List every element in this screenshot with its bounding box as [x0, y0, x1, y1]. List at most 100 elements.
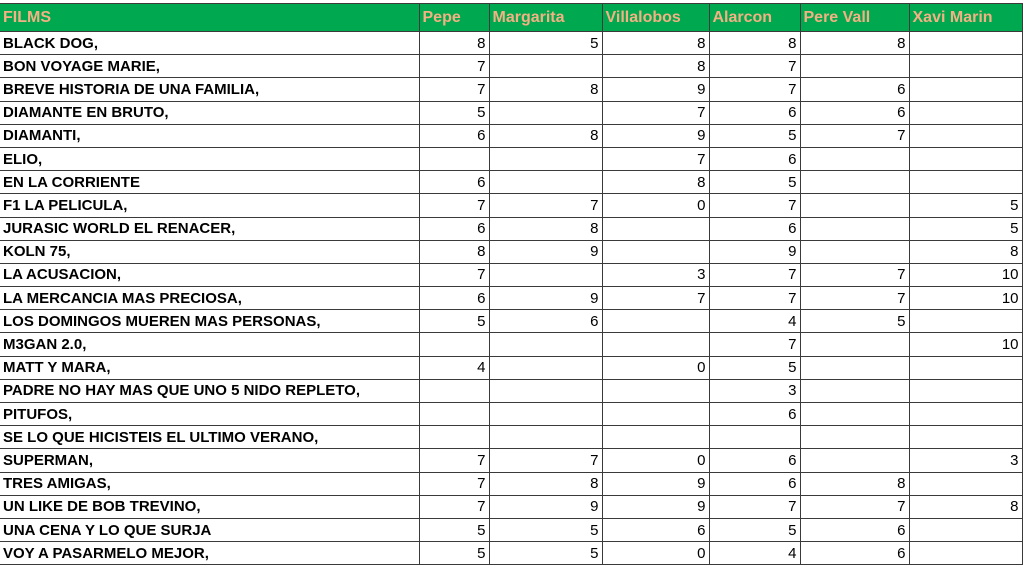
- score-cell[interactable]: [908, 170, 1023, 195]
- score-cell[interactable]: [418, 425, 490, 450]
- score-cell[interactable]: 4: [418, 355, 490, 380]
- score-cell[interactable]: 8: [488, 77, 603, 102]
- score-cell[interactable]: [799, 193, 910, 218]
- score-cell[interactable]: 10: [908, 262, 1023, 288]
- score-cell[interactable]: [488, 332, 603, 357]
- score-cell[interactable]: 6: [418, 170, 490, 195]
- score-cell[interactable]: 8: [418, 30, 490, 56]
- score-cell[interactable]: [908, 471, 1023, 496]
- score-cell[interactable]: [488, 425, 603, 450]
- film-title-cell[interactable]: F1 LA PELICULA,: [0, 193, 420, 218]
- score-cell[interactable]: [488, 146, 603, 172]
- score-cell[interactable]: 8: [708, 30, 801, 56]
- score-cell[interactable]: 9: [708, 239, 801, 264]
- film-title-cell[interactable]: M3GAN 2.0,: [0, 332, 420, 357]
- score-cell[interactable]: 6: [708, 216, 801, 241]
- header-alarcon[interactable]: Alarcon: [708, 3, 801, 32]
- score-cell[interactable]: 9: [601, 123, 710, 148]
- score-cell[interactable]: [908, 123, 1023, 148]
- score-cell[interactable]: 9: [488, 286, 603, 311]
- score-cell[interactable]: [488, 100, 603, 125]
- score-cell[interactable]: 5: [488, 30, 603, 56]
- score-cell[interactable]: 8: [418, 239, 490, 264]
- film-title-cell[interactable]: JURASIC WORLD EL RENACER,: [0, 216, 420, 241]
- score-cell[interactable]: [488, 262, 603, 288]
- score-cell[interactable]: [908, 77, 1023, 102]
- score-cell[interactable]: 6: [708, 471, 801, 496]
- score-cell[interactable]: 5: [708, 517, 801, 543]
- film-title-cell[interactable]: BLACK DOG,: [0, 30, 420, 56]
- score-cell[interactable]: 8: [908, 494, 1023, 519]
- score-cell[interactable]: [799, 54, 910, 79]
- score-cell[interactable]: 6: [488, 309, 603, 334]
- score-cell[interactable]: 7: [708, 332, 801, 357]
- score-cell[interactable]: 7: [418, 193, 490, 218]
- score-cell[interactable]: [488, 378, 603, 404]
- film-title-cell[interactable]: DIAMANTE EN BRUTO,: [0, 100, 420, 125]
- film-title-cell[interactable]: SUPERMAN,: [0, 448, 420, 473]
- header-margarita[interactable]: Margarita: [488, 3, 603, 32]
- score-cell[interactable]: 6: [708, 448, 801, 473]
- score-cell[interactable]: 5: [418, 541, 490, 566]
- score-cell[interactable]: 5: [908, 216, 1023, 241]
- score-cell[interactable]: 5: [908, 193, 1023, 218]
- header-pere-vall[interactable]: Pere Vall: [799, 3, 910, 32]
- score-cell[interactable]: [488, 355, 603, 380]
- score-cell[interactable]: 6: [799, 100, 910, 125]
- score-cell[interactable]: 6: [418, 216, 490, 241]
- score-cell[interactable]: [908, 541, 1023, 566]
- film-title-cell[interactable]: EN LA CORRIENTE: [0, 170, 420, 195]
- score-cell[interactable]: 5: [708, 170, 801, 195]
- score-cell[interactable]: [799, 425, 910, 450]
- film-title-cell[interactable]: SE LO QUE HICISTEIS EL ULTIMO VERANO,: [0, 425, 420, 450]
- score-cell[interactable]: 0: [601, 448, 710, 473]
- score-cell[interactable]: [601, 309, 710, 334]
- score-cell[interactable]: [799, 216, 910, 241]
- score-cell[interactable]: 7: [488, 448, 603, 473]
- score-cell[interactable]: 8: [908, 239, 1023, 264]
- film-title-cell[interactable]: LOS DOMINGOS MUEREN MAS PERSONAS,: [0, 309, 420, 334]
- film-title-cell[interactable]: KOLN 75,: [0, 239, 420, 264]
- score-cell[interactable]: 4: [708, 541, 801, 566]
- score-cell[interactable]: [908, 378, 1023, 404]
- score-cell[interactable]: [908, 146, 1023, 172]
- header-pepe[interactable]: Pepe: [418, 3, 490, 32]
- score-cell[interactable]: 8: [488, 216, 603, 241]
- score-cell[interactable]: [908, 54, 1023, 79]
- header-villalobos[interactable]: Villalobos: [601, 3, 710, 32]
- score-cell[interactable]: 7: [708, 494, 801, 519]
- score-cell[interactable]: 7: [708, 262, 801, 288]
- score-cell[interactable]: 8: [601, 54, 710, 79]
- score-cell[interactable]: 7: [708, 54, 801, 79]
- score-cell[interactable]: 5: [418, 517, 490, 543]
- score-cell[interactable]: 7: [418, 494, 490, 519]
- score-cell[interactable]: [708, 425, 801, 450]
- score-cell[interactable]: 8: [488, 471, 603, 496]
- score-cell[interactable]: 8: [488, 123, 603, 148]
- score-cell[interactable]: [601, 378, 710, 404]
- score-cell[interactable]: [601, 216, 710, 241]
- score-cell[interactable]: 8: [799, 30, 910, 56]
- score-cell[interactable]: 6: [708, 146, 801, 172]
- score-cell[interactable]: [799, 146, 910, 172]
- score-cell[interactable]: 9: [488, 239, 603, 264]
- score-cell[interactable]: 7: [799, 494, 910, 519]
- score-cell[interactable]: 3: [908, 448, 1023, 473]
- score-cell[interactable]: [601, 425, 710, 450]
- score-cell[interactable]: [418, 378, 490, 404]
- score-cell[interactable]: [488, 170, 603, 195]
- film-title-cell[interactable]: BON VOYAGE MARIE,: [0, 54, 420, 79]
- score-cell[interactable]: [418, 332, 490, 357]
- film-title-cell[interactable]: TRES AMIGAS,: [0, 471, 420, 496]
- score-cell[interactable]: 3: [601, 262, 710, 288]
- score-cell[interactable]: 7: [601, 100, 710, 125]
- score-cell[interactable]: 7: [418, 471, 490, 496]
- film-title-cell[interactable]: UN LIKE DE BOB TREVINO,: [0, 494, 420, 519]
- score-cell[interactable]: 7: [708, 77, 801, 102]
- score-cell[interactable]: 7: [488, 193, 603, 218]
- score-cell[interactable]: 6: [601, 517, 710, 543]
- header-xavi-marin[interactable]: Xavi Marin: [908, 3, 1023, 32]
- score-cell[interactable]: 7: [708, 286, 801, 311]
- score-cell[interactable]: [418, 146, 490, 172]
- score-cell[interactable]: [601, 239, 710, 264]
